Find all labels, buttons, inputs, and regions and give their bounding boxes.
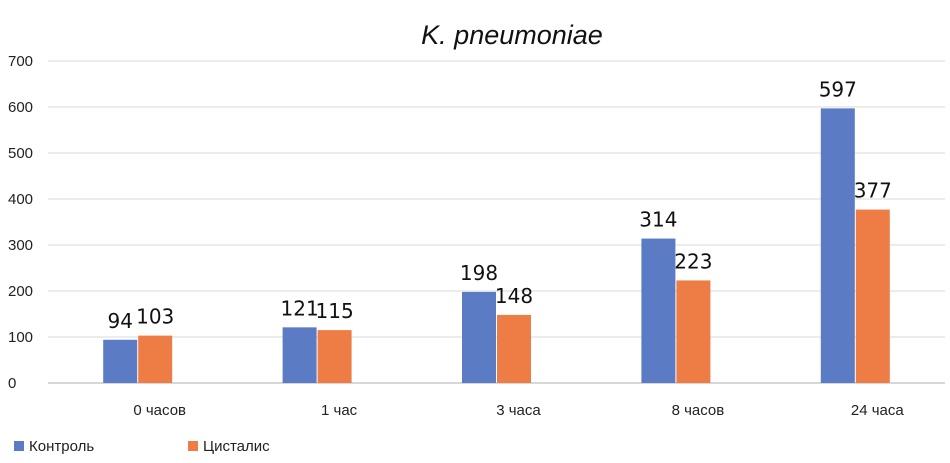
bars	[103, 108, 890, 383]
y-tick-label: 600	[8, 99, 33, 116]
y-tick-label: 400	[8, 191, 33, 208]
x-category-label: 24 часа	[851, 402, 905, 419]
y-tick-label: 100	[8, 329, 33, 346]
data-label: 115	[316, 299, 354, 323]
bar-control	[462, 291, 496, 383]
bar-control	[641, 238, 676, 383]
x-category-label: 0 часов	[133, 402, 186, 419]
bar-control	[820, 108, 855, 383]
chart-title: K. pneumoniae	[421, 20, 603, 50]
legend: Контроль Цисталис	[14, 438, 270, 455]
data-label: 148	[495, 284, 533, 308]
data-label: 121	[281, 296, 319, 320]
legend-swatch	[188, 441, 198, 451]
x-axis-categories: 0 часов 1 час 3 часа 8 часов 24 часа	[133, 402, 904, 419]
legend-swatch	[14, 441, 24, 451]
y-axis-ticks: 0 100 200 300 400 500 600 700	[8, 53, 33, 392]
x-category-label: 3 часа	[496, 402, 541, 419]
data-label: 377	[854, 179, 892, 203]
y-tick-label: 0	[8, 375, 16, 392]
data-label: 597	[819, 77, 857, 101]
y-tick-label: 700	[8, 53, 33, 70]
bar-cystalis	[855, 209, 890, 383]
bar-cystalis	[676, 280, 711, 383]
x-category-label: 8 часов	[672, 402, 725, 419]
y-tick-label: 500	[8, 145, 33, 162]
bar-cystalis	[497, 314, 531, 383]
bar-control	[282, 327, 317, 383]
y-tick-label: 200	[8, 283, 33, 300]
bar-cystalis	[138, 335, 173, 383]
data-label: 94	[107, 309, 132, 333]
data-label: 198	[460, 261, 498, 285]
legend-label: Контроль	[29, 438, 94, 455]
data-label: 223	[674, 249, 712, 273]
x-category-label: 1 час	[321, 402, 358, 419]
data-label: 314	[639, 208, 677, 232]
bar-control	[103, 339, 138, 383]
data-label: 103	[136, 305, 174, 329]
y-tick-label: 300	[8, 237, 33, 254]
legend-label: Цисталис	[203, 438, 270, 455]
bar-cystalis	[317, 330, 352, 383]
gridlines	[48, 60, 945, 384]
